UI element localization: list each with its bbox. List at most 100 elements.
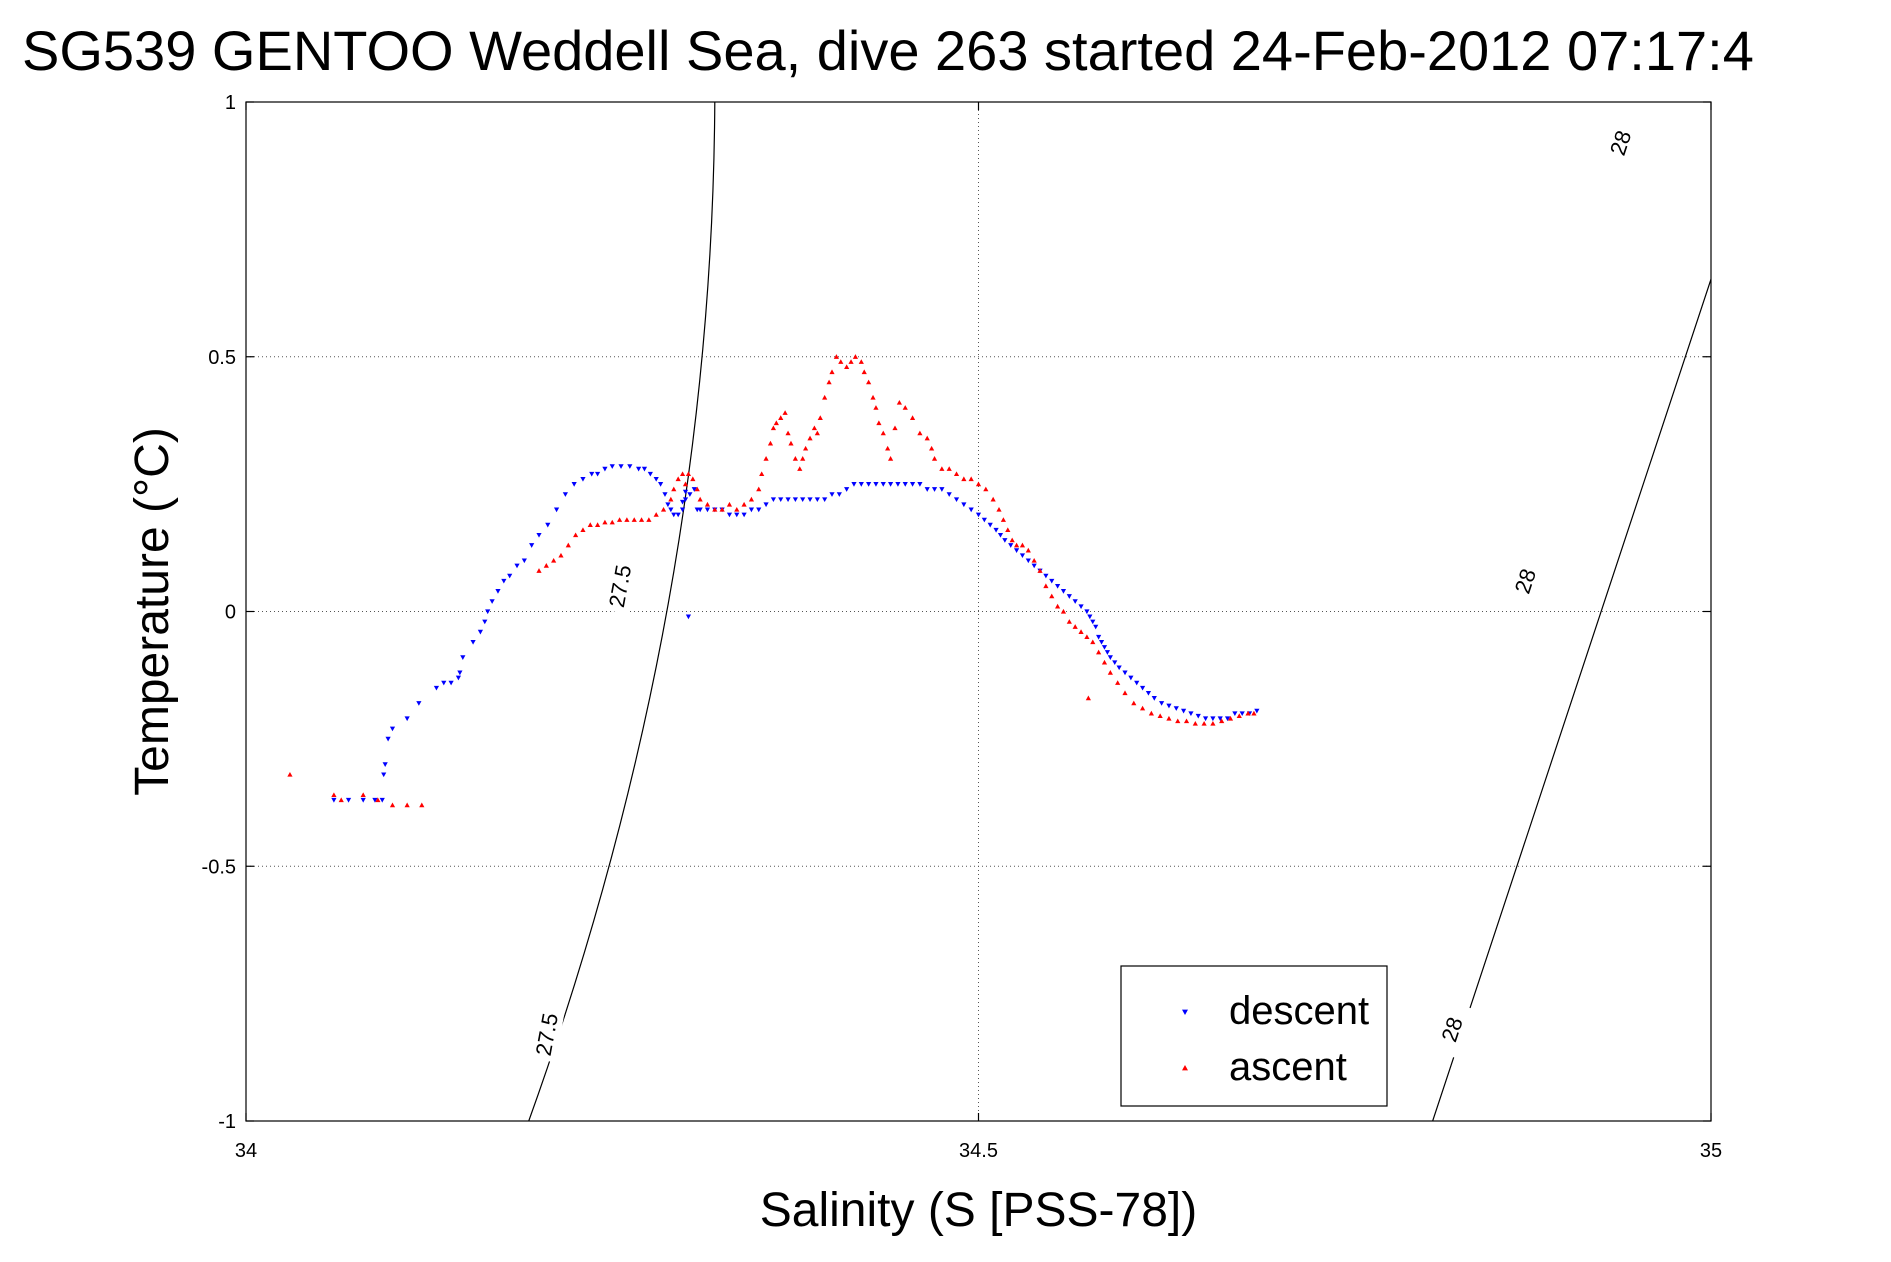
descent-point (770, 497, 776, 503)
ascent-point (638, 517, 645, 522)
descent-point (968, 507, 974, 513)
ascent-point (873, 405, 879, 410)
descent-point (1008, 543, 1014, 548)
descent-point (844, 487, 850, 492)
descent-point (682, 489, 689, 495)
contour-label-background (1503, 551, 1547, 611)
ascent-point (1245, 710, 1251, 716)
legend-box (1120, 965, 1388, 1107)
ascent-point (1025, 547, 1031, 553)
descent-point (1173, 706, 1179, 711)
ascent-point (675, 476, 681, 482)
ascent-point (858, 359, 864, 364)
descent-point (756, 507, 762, 513)
contour-label-background (601, 557, 639, 615)
ascent-point (1139, 705, 1146, 711)
ascent-point (1084, 634, 1090, 640)
descent-point (331, 797, 337, 803)
descent-point (627, 464, 633, 469)
descent-point (580, 476, 586, 482)
descent-point (993, 527, 999, 533)
ascent-point (1009, 537, 1015, 543)
ascent-point (551, 557, 557, 563)
descent-point (697, 507, 703, 513)
descent-point (763, 502, 769, 508)
ascent-point (892, 425, 898, 431)
descent-point (545, 522, 551, 528)
descent-point (953, 497, 960, 503)
ascent-point (822, 394, 828, 400)
descent-point (792, 497, 798, 503)
descent-point (457, 670, 463, 676)
descent-point (1181, 708, 1187, 714)
ascent-point (931, 456, 938, 461)
descent-point (1159, 701, 1165, 706)
descent-point (800, 497, 806, 503)
ascent-point (748, 496, 755, 502)
ascent-point (1090, 639, 1096, 645)
descent-point (433, 685, 440, 691)
descent-point (1107, 655, 1113, 660)
ascent-point (1192, 720, 1198, 726)
ascent-point (885, 445, 891, 451)
descent-point (1128, 675, 1134, 681)
descent-point (536, 532, 542, 538)
ascent-point (1175, 718, 1181, 724)
ascent-point (939, 466, 945, 471)
descent-point (1002, 538, 1008, 543)
descent-point (1217, 716, 1223, 722)
descent-point (873, 482, 879, 487)
descent-point (662, 492, 668, 497)
descent-point (602, 466, 608, 472)
ascent-point (1072, 624, 1078, 629)
ascent-point (924, 435, 930, 441)
ascent-point (331, 792, 337, 797)
ascent-point (990, 496, 996, 502)
descent-point (1025, 558, 1031, 564)
ascent-point (580, 527, 586, 533)
ascent-point (543, 563, 549, 568)
descent-point (489, 599, 495, 604)
descent-point (1087, 614, 1093, 620)
descent-point (641, 466, 648, 472)
descent-point (379, 797, 385, 803)
ascent-point (756, 486, 762, 492)
ascent-series (287, 354, 1257, 808)
ascent-point (797, 466, 803, 471)
descent-point (514, 563, 520, 569)
x-tick-label: 34 (235, 1140, 257, 1162)
ascent-point (778, 415, 784, 420)
y-tick-label: 1 (225, 92, 236, 114)
ascent-point (375, 797, 381, 803)
ascent-point (1115, 680, 1121, 685)
ascent-point (1251, 710, 1257, 716)
descent-point (1090, 619, 1096, 625)
descent-point (1116, 665, 1122, 671)
y-tick-label: 0 (225, 602, 236, 624)
ascent-point (807, 435, 813, 441)
x-tick-label: 34.5 (959, 1140, 998, 1162)
descent-point (895, 482, 901, 487)
descent-point (1060, 589, 1067, 594)
ascent-point (803, 445, 809, 451)
ascent-point (1236, 713, 1242, 719)
descent-point (1202, 716, 1209, 722)
descent-point (416, 701, 422, 706)
ascent-point (1201, 720, 1207, 726)
descent-point (679, 507, 686, 513)
ascent-point (726, 501, 733, 507)
ascent-point (961, 476, 967, 482)
ascent-point (404, 802, 410, 808)
ascent-point (767, 440, 774, 446)
ascent-point (1122, 690, 1128, 696)
ascent-point (817, 415, 823, 420)
ascent-point (1078, 629, 1084, 634)
descent-point (748, 507, 755, 513)
ascent-point (1166, 715, 1172, 721)
descent-point (814, 497, 820, 503)
ascent-point (1037, 568, 1043, 573)
ascent-point (609, 519, 615, 525)
ascent-point (968, 476, 974, 482)
ascent-point (1085, 695, 1091, 701)
